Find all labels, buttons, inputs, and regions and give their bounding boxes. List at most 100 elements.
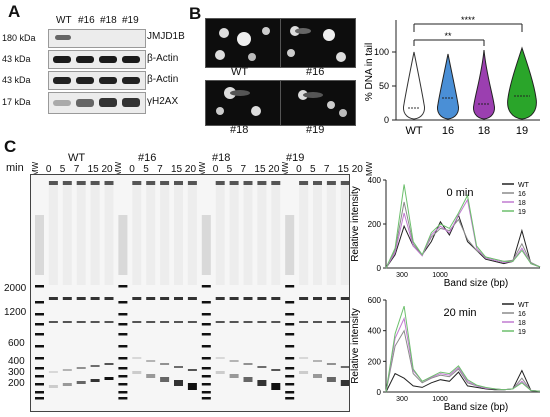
gel-band <box>271 321 281 323</box>
legend-label-18: 18 <box>518 200 526 207</box>
ladder-band <box>201 333 211 336</box>
gel-band <box>146 374 156 378</box>
violin-ytick-50: 50 <box>379 81 389 91</box>
gel-smear <box>62 185 72 285</box>
gel-band <box>104 321 114 323</box>
gel-smear <box>104 185 114 285</box>
time-label-5: 5 <box>226 164 233 175</box>
time-label-15: 15 <box>254 164 266 175</box>
gel-band <box>76 321 86 323</box>
panel-letter-b: B <box>189 4 202 23</box>
intensity-chart-20min: 0 200 400 600 300 1000 Relative intensity Band … <box>350 296 541 413</box>
kda-label-3: 43 kDa <box>2 75 31 85</box>
ladder-band <box>118 357 128 360</box>
gel-band <box>299 371 309 374</box>
ladder-band <box>201 367 211 370</box>
comet-image-16 <box>280 18 356 68</box>
kda-label-1: 180 kDa <box>2 33 36 43</box>
gel-band <box>160 297 170 300</box>
gel-smear <box>229 185 239 285</box>
chart-ytick-label: 400 <box>368 327 382 336</box>
violin-16 <box>437 53 459 120</box>
time-label-7: 7 <box>240 164 247 175</box>
gel-band <box>257 297 267 300</box>
violin-plot: 0 50 100 % DNA in tail **** ** WT 16 18 … <box>364 15 540 137</box>
chart-ylabel: Relative intensity <box>350 308 361 384</box>
gel-well <box>90 181 100 185</box>
gel-band <box>174 380 183 386</box>
gel-smear <box>271 185 281 285</box>
chart-title: 0 min <box>447 187 474 199</box>
gel-well <box>187 181 197 185</box>
group-label-19: #19 <box>286 152 305 164</box>
gel-image <box>30 174 350 412</box>
gel-smear <box>174 185 183 285</box>
comet-label-wt: WT <box>231 66 249 78</box>
gel-band <box>326 321 336 323</box>
ladder-band <box>118 397 128 400</box>
ladder-band <box>285 397 295 400</box>
ladder-band <box>201 391 211 394</box>
time-label-0: 0 <box>212 164 219 175</box>
bp-marker-200: 200 <box>8 378 25 389</box>
lane-label-19: #19 <box>122 15 139 26</box>
series-line-WT <box>385 369 541 393</box>
time-axis-label: min <box>6 162 24 174</box>
gel-smear <box>90 185 100 285</box>
ladder-band <box>201 285 211 288</box>
protein-label-actin-2: β-Actin <box>147 74 179 85</box>
gel-band <box>160 321 170 323</box>
ladder-band <box>118 333 128 336</box>
time-label-20: 20 <box>268 164 280 175</box>
bp-marker-600: 600 <box>8 338 25 349</box>
ladder-band <box>201 345 211 348</box>
gel-band <box>299 357 309 359</box>
series-line-19 <box>385 305 541 393</box>
time-label-0: 0 <box>296 164 302 175</box>
ladder-band <box>285 375 295 378</box>
gel-smear <box>243 185 253 285</box>
time-label-5: 5 <box>59 164 66 175</box>
gel-well <box>174 181 183 185</box>
ladder-band <box>118 301 128 304</box>
gel-band <box>326 363 336 365</box>
gel-well <box>132 181 142 185</box>
ladder-smear <box>285 215 295 275</box>
ladder-band <box>118 375 128 378</box>
ladder-band <box>35 333 44 336</box>
time-label-5: 5 <box>310 164 316 175</box>
western-blot-gh2ax <box>48 92 146 114</box>
ladder-band <box>35 323 44 326</box>
chart-xlabel: Band size (bp) <box>444 278 508 289</box>
gel-band <box>229 321 239 323</box>
time-label-15: 15 <box>171 164 183 175</box>
western-blot-actin-1 <box>48 50 146 69</box>
violin-xlabel-wt: WT <box>405 125 422 137</box>
ladder-band <box>285 383 295 386</box>
gel-band <box>174 297 183 300</box>
legend-label-16: 16 <box>518 311 526 318</box>
gel-band <box>132 321 142 323</box>
gel-band <box>299 297 309 300</box>
gel-well <box>271 181 281 185</box>
gel-smear <box>146 185 156 285</box>
gel-band <box>243 363 253 365</box>
time-label-0: 0 <box>129 164 135 175</box>
time-label-15: 15 <box>87 164 99 175</box>
gel-band <box>271 297 281 300</box>
ladder-smear <box>35 215 44 275</box>
significance-wt-18: ** <box>444 31 452 41</box>
gel-band <box>132 297 142 300</box>
ladder-band <box>201 383 211 386</box>
gel-band <box>229 374 239 378</box>
chart-xtick-label: 1000 <box>432 272 448 279</box>
ladder-band <box>201 397 211 400</box>
gel-well <box>62 181 72 185</box>
gel-band <box>132 357 142 359</box>
gel-band <box>187 297 197 300</box>
ladder-band <box>285 367 295 370</box>
gel-band <box>62 321 72 323</box>
ladder-band <box>201 375 211 378</box>
ladder-band <box>118 323 128 326</box>
western-blot-actin-2 <box>48 71 146 90</box>
